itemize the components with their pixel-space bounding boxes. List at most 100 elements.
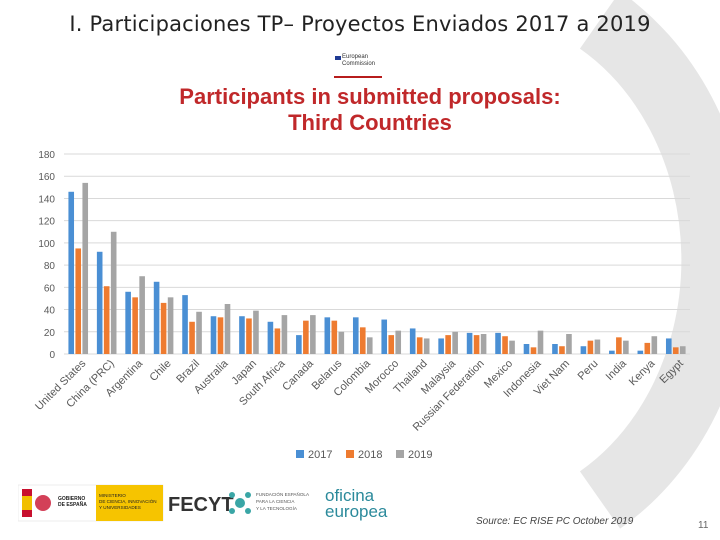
- bar-2019: [594, 339, 601, 354]
- x-tick-label: Canada: [280, 357, 316, 393]
- europea-text: europea: [325, 502, 388, 521]
- bar-2017: [324, 317, 331, 354]
- bar-2018: [331, 320, 338, 354]
- slide-title: I. Participaciones TP– Proyectos Enviado…: [69, 12, 651, 36]
- bar-2017: [210, 316, 217, 354]
- x-tick-label: Kenya: [627, 357, 658, 388]
- eu-flag-icon: [335, 56, 341, 60]
- fecyt-sub-1: FUNDACIÓN ESPAÑOLA: [256, 491, 310, 497]
- ministerio-line-1: MINISTERIO: [99, 493, 126, 498]
- bar-2019: [366, 337, 373, 354]
- bar-2019: [480, 334, 487, 354]
- oficina-text: oficina: [325, 486, 375, 505]
- spain-government-logo: GOBIERNO DE ESPAÑA MINISTERIO DE CIENCIA…: [18, 484, 164, 522]
- bar-2019: [196, 311, 202, 354]
- bar-2017: [580, 346, 587, 354]
- bar-2019: [82, 182, 89, 354]
- european-commission-logo: European Commission: [334, 54, 382, 78]
- bar-2019: [281, 315, 288, 354]
- bar-2017: [609, 350, 615, 354]
- bar-2019: [452, 331, 458, 354]
- x-tick-label: Peru: [576, 358, 601, 383]
- fecyt-text: FECYT: [168, 494, 234, 516]
- x-tick-label: India: [604, 357, 630, 383]
- chart-title-line-1: Participants in submitted proposals:: [179, 84, 561, 109]
- bar-2017: [381, 319, 388, 354]
- bar-2018: [189, 321, 195, 354]
- bar-2017: [552, 344, 558, 354]
- ministerio-line-2: DE CIENCIA, INNOVACIÓN: [99, 498, 157, 504]
- y-tick-label: 20: [44, 328, 56, 339]
- bar-2019: [395, 330, 402, 354]
- bar-2017: [153, 281, 160, 354]
- bar-2018: [217, 317, 224, 354]
- bar-2019: [537, 330, 544, 354]
- ec-logo-line-1: European: [342, 54, 369, 60]
- bar-2017: [296, 335, 302, 354]
- bar-2018: [473, 335, 480, 354]
- chart-title-line-2: Third Countries: [288, 110, 452, 135]
- bar-2018: [160, 302, 167, 354]
- bar-2018: [445, 335, 451, 354]
- bar-2018: [388, 335, 395, 354]
- bar-2019: [679, 346, 686, 354]
- legend-label: 2018: [358, 449, 382, 461]
- bar-2018: [303, 320, 309, 354]
- fecyt-logo: FECYT FUNDACIÓN ESPAÑOLA PARA LA CIENCIA…: [168, 491, 310, 516]
- bar-2017: [267, 321, 274, 354]
- legend-label: 2019: [408, 449, 432, 461]
- y-tick-label: 0: [49, 350, 55, 361]
- bar-2017: [409, 328, 416, 354]
- bar-2019: [310, 315, 316, 354]
- y-tick-label: 180: [38, 150, 55, 161]
- y-tick-label: 140: [38, 194, 55, 205]
- bar-2017: [239, 316, 245, 354]
- page-number: 11: [698, 520, 709, 531]
- ministerio-line-3: Y UNIVERSIDADES: [99, 505, 141, 510]
- legend-swatch-2019: [396, 450, 404, 458]
- decorative-arc: [579, 0, 720, 529]
- x-tick-label: Egypt: [658, 358, 686, 386]
- ec-logo-line-2: Commission: [342, 61, 376, 67]
- bar-2019: [167, 297, 174, 354]
- legend-swatch-2018: [346, 450, 354, 458]
- gobierno-line-2: DE ESPAÑA: [58, 501, 87, 508]
- bar-2018: [502, 336, 508, 354]
- y-tick-label: 40: [44, 306, 56, 317]
- bar-2019: [623, 340, 629, 354]
- bar-2017: [495, 332, 501, 354]
- bar-2018: [132, 297, 138, 354]
- bar-2018: [359, 327, 366, 354]
- bar-2018: [246, 318, 252, 354]
- bar-2019: [224, 304, 231, 354]
- footer-logos: GOBIERNO DE ESPAÑA MINISTERIO DE CIENCIA…: [18, 484, 388, 522]
- y-tick-label: 100: [38, 239, 55, 250]
- fecyt-sub-2: PARA LA CIENCIA: [256, 499, 295, 504]
- legend-swatch-2017: [296, 450, 304, 458]
- bar-2019: [651, 336, 658, 354]
- bar-2018: [672, 347, 679, 354]
- bar-2018: [75, 248, 82, 354]
- bar-2018: [103, 286, 110, 354]
- bar-2017: [523, 344, 530, 354]
- bar-2018: [644, 342, 651, 354]
- bar-2017: [68, 191, 75, 354]
- bar-2017: [637, 350, 644, 354]
- bar-2018: [559, 346, 565, 354]
- bar-2019: [139, 276, 145, 354]
- y-tick-label: 160: [38, 172, 55, 183]
- bar-2018: [416, 337, 423, 354]
- bar-2017: [182, 295, 188, 354]
- y-tick-label: 60: [44, 283, 56, 294]
- bar-2017: [125, 291, 131, 354]
- x-tick-label: Chile: [147, 358, 173, 384]
- y-tick-label: 80: [44, 261, 56, 272]
- bar-2019: [253, 310, 259, 354]
- bar-2017: [438, 338, 444, 354]
- bar-2017: [96, 251, 103, 354]
- gobierno-line-1: GOBIERNO: [58, 496, 85, 502]
- bar-2019: [338, 331, 345, 354]
- legend-label: 2017: [308, 449, 332, 461]
- bar-2017: [665, 338, 672, 354]
- chart-title: Participants in submitted proposals: Thi…: [0, 84, 720, 136]
